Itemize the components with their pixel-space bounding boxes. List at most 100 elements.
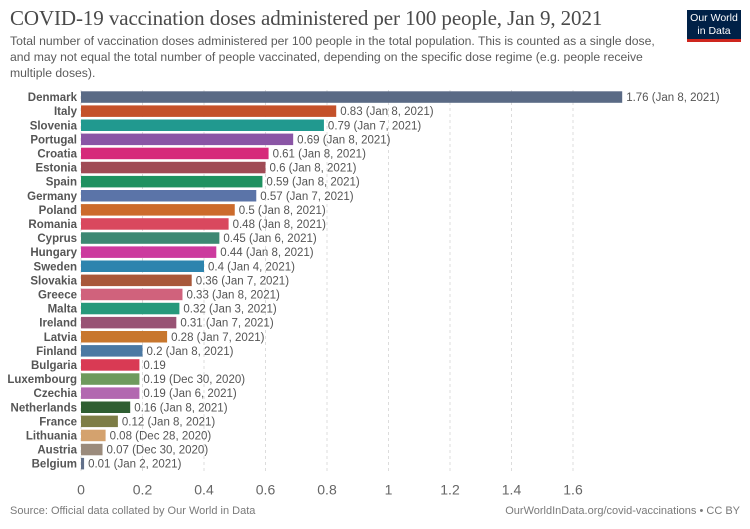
data-label: 0.6 (Jan 8, 2021) <box>270 163 357 175</box>
bar-row[interactable]: Germany 0.57 (Jan 7, 2021) <box>27 190 354 203</box>
bar-row[interactable]: Czechia 0.19 (Jan 6, 2021) <box>34 387 237 400</box>
bar[interactable] <box>81 204 235 216</box>
data-label: 0.69 (Jan 8, 2021) <box>297 134 391 146</box>
category-label: Bulgaria <box>31 360 78 372</box>
x-axis: 0 0.2 0.4 0.6 0.8 1 1.2 1.4 1.6 <box>77 482 583 498</box>
bar[interactable] <box>81 133 294 146</box>
bar-row[interactable]: France 0.12 (Jan 8, 2021) <box>39 415 216 429</box>
bar[interactable] <box>81 246 217 258</box>
bar-row[interactable]: Austria 0.07 (Dec 30, 2020) <box>37 443 208 457</box>
bar-row[interactable]: Belgium 0.01 (Jan 2, 2021) <box>32 457 182 471</box>
bar-row[interactable]: Slovenia 0.79 (Jan 7, 2021) <box>30 119 422 133</box>
bar[interactable] <box>81 387 140 399</box>
bar-row[interactable]: Denmark 1.76 (Jan 8, 2021) <box>28 91 720 104</box>
bar-row[interactable]: Greece 0.33 (Jan 8, 2021) <box>38 288 280 302</box>
bar-row[interactable]: Latvia 0.28 (Jan 7, 2021) <box>44 331 265 344</box>
data-label: 0.61 (Jan 8, 2021) <box>273 148 367 160</box>
category-label: Portugal <box>30 134 77 146</box>
bar[interactable] <box>81 316 177 329</box>
x-tick-label: 1.4 <box>502 482 522 498</box>
bar-row[interactable]: Romania 0.48 (Jan 8, 2021) <box>28 218 326 231</box>
data-label: 0.44 (Jan 8, 2021) <box>220 247 314 259</box>
data-label: 0.01 (Jan 2, 2021) <box>88 459 182 471</box>
category-label: Italy <box>54 106 78 118</box>
bar-row[interactable]: Finland 0.2 (Jan 8, 2021) <box>36 345 234 358</box>
bar-row[interactable]: Italy 0.83 (Jan 8, 2021) <box>54 105 434 118</box>
chart-title: COVID-19 vaccination doses administered … <box>10 6 603 30</box>
logo-line-2: in Data <box>697 25 731 37</box>
bar-row[interactable]: Ireland 0.31 (Jan 7, 2021) <box>39 316 274 330</box>
data-label: 0.59 (Jan 8, 2021) <box>266 177 360 189</box>
category-label: Spain <box>46 177 77 189</box>
bar-row[interactable]: Lithuania 0.08 (Dec 28, 2020) <box>26 429 212 443</box>
bar-row[interactable]: Croatia 0.61 (Jan 8, 2021) <box>37 147 367 161</box>
category-label: Estonia <box>35 163 77 175</box>
data-label: 0.45 (Jan 6, 2021) <box>223 233 317 245</box>
bar[interactable] <box>81 359 140 371</box>
bar[interactable] <box>81 218 229 230</box>
bar-row[interactable]: Cyprus 0.45 (Jan 6, 2021) <box>37 232 317 245</box>
data-label: 0.36 (Jan 7, 2021) <box>196 275 290 287</box>
x-tick-label: 1.2 <box>440 482 460 498</box>
category-label: Sweden <box>34 261 77 273</box>
data-label: 0.28 (Jan 7, 2021) <box>171 332 265 344</box>
bar-row[interactable]: Spain 0.59 (Jan 8, 2021) <box>46 175 360 189</box>
source-url[interactable]: OurWorldInData.org/covid-vaccinations • … <box>505 505 740 517</box>
data-label: 0.2 (Jan 8, 2021) <box>147 346 234 358</box>
bar-row[interactable]: Poland 0.5 (Jan 8, 2021) <box>39 204 326 217</box>
owid-logo[interactable]: Our World in Data <box>687 10 741 42</box>
bar[interactable] <box>81 443 103 456</box>
bar[interactable] <box>81 415 118 428</box>
data-label: 1.76 (Jan 8, 2021) <box>626 92 720 104</box>
data-label: 0.79 (Jan 7, 2021) <box>328 120 422 132</box>
category-label: Lithuania <box>26 430 78 442</box>
bar[interactable] <box>81 331 168 343</box>
bar-row[interactable]: Malta 0.32 (Jan 3, 2021) <box>48 302 277 316</box>
category-label: Czechia <box>34 388 78 400</box>
bar[interactable] <box>81 302 180 315</box>
x-tick-label: 1 <box>385 482 393 498</box>
bar[interactable] <box>81 91 623 103</box>
bar[interactable] <box>81 401 131 414</box>
bar-row[interactable]: Portugal 0.69 (Jan 8, 2021) <box>30 133 391 147</box>
x-tick-label: 1.6 <box>563 482 583 498</box>
category-label: Ireland <box>39 318 77 330</box>
bar[interactable] <box>81 260 204 273</box>
bar[interactable] <box>81 288 183 301</box>
bar-row[interactable]: Slovakia 0.36 (Jan 7, 2021) <box>30 274 290 288</box>
source-note: Source: Official data collated by Our Wo… <box>10 505 256 517</box>
bar-row[interactable]: Bulgaria 0.19 <box>31 359 166 372</box>
data-label: 0.19 <box>143 360 165 372</box>
bar[interactable] <box>81 161 266 174</box>
category-label: France <box>39 416 77 428</box>
bar[interactable] <box>81 105 337 117</box>
bar[interactable] <box>81 274 192 287</box>
bar-row[interactable]: Estonia 0.6 (Jan 8, 2021) <box>35 161 357 175</box>
data-label: 0.4 (Jan 4, 2021) <box>208 261 295 273</box>
x-tick-label: 0.6 <box>256 482 276 498</box>
bar-row[interactable]: Netherlands 0.16 (Jan 8, 2021) <box>11 401 228 415</box>
bar[interactable] <box>81 373 140 385</box>
bar[interactable] <box>81 190 257 202</box>
bar[interactable] <box>81 232 220 244</box>
bar[interactable] <box>81 147 269 160</box>
x-tick-label: 0.4 <box>194 482 214 498</box>
chart-subtitle: Total number of vaccination doses admini… <box>10 34 655 80</box>
bar[interactable] <box>81 175 263 188</box>
bar-row[interactable]: Hungary 0.44 (Jan 8, 2021) <box>30 246 314 259</box>
data-label: 0.12 (Jan 8, 2021) <box>122 416 216 428</box>
bar[interactable] <box>81 345 143 357</box>
data-label: 0.16 (Jan 8, 2021) <box>134 402 228 414</box>
data-label: 0.5 (Jan 8, 2021) <box>239 205 326 217</box>
bar[interactable] <box>81 119 324 132</box>
category-label: Slovenia <box>30 120 78 132</box>
bar[interactable] <box>81 457 85 470</box>
data-label: 0.32 (Jan 3, 2021) <box>183 304 277 316</box>
x-tick-label: 0 <box>77 482 85 498</box>
bar-row[interactable]: Sweden 0.4 (Jan 4, 2021) <box>34 260 296 274</box>
category-label: Malta <box>48 304 78 316</box>
bar-row[interactable]: Luxembourg 0.19 (Dec 30, 2020) <box>7 373 245 386</box>
bar[interactable] <box>81 429 106 442</box>
logo-line-1: Our World <box>690 12 738 24</box>
